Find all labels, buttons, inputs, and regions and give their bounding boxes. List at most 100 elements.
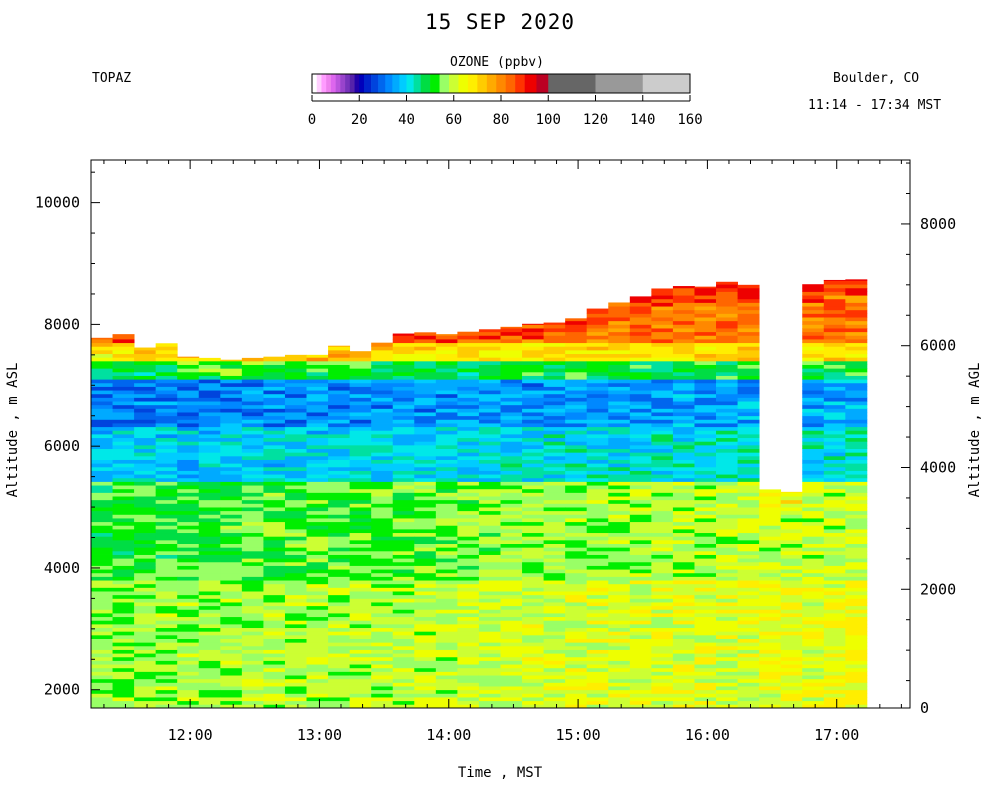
ozone-cell (91, 656, 113, 661)
ozone-cell (716, 609, 738, 614)
ozone-cell (457, 671, 480, 676)
ozone-cell (328, 521, 351, 526)
ozone-cell (414, 408, 437, 413)
ozone-cell (198, 412, 221, 417)
ozone-cell (737, 499, 760, 504)
ozone-cell (500, 616, 523, 621)
ozone-cell (328, 572, 351, 577)
ozone-cell (349, 397, 372, 402)
ozone-cell (306, 678, 329, 683)
ozone-cell (177, 678, 200, 683)
ozone-cell (220, 496, 243, 501)
ozone-cell (586, 474, 609, 479)
ozone-cell (780, 587, 803, 592)
ozone-cell (241, 528, 264, 534)
ozone-cell (694, 364, 717, 369)
ozone-cell (500, 401, 523, 406)
ozone-cell (522, 558, 545, 563)
ozone-cell (845, 525, 868, 530)
colorbar-tick-label: 80 (493, 112, 510, 128)
ozone-cell (306, 415, 329, 420)
ozone-cell (478, 364, 501, 369)
ozone-cell (112, 423, 135, 428)
ozone-cell (608, 317, 631, 322)
ozone-cell (220, 623, 243, 629)
ozone-cell (823, 653, 846, 658)
ozone-cell (500, 550, 523, 555)
ozone-cell (112, 660, 135, 665)
ozone-cell (263, 492, 286, 497)
ozone-cell (112, 357, 135, 362)
ozone-cell (435, 620, 458, 625)
ozone-cell (651, 430, 674, 435)
ozone-cell (565, 613, 588, 618)
ozone-cell (134, 638, 157, 643)
ozone-cell (392, 415, 415, 420)
colorbar-swatch (371, 74, 379, 93)
ozone-cell (543, 638, 566, 643)
ozone-cell (802, 510, 825, 515)
ozone-cell (284, 580, 307, 585)
ozone-cell (629, 634, 652, 639)
ozone-cell (371, 521, 394, 526)
ozone-cell (586, 437, 609, 442)
ozone-cell (91, 521, 113, 526)
ozone-cell (629, 386, 652, 391)
chart-title: 15 SEP 2020 (424, 10, 576, 34)
ozone-cell (543, 507, 566, 512)
ozone-cell (802, 481, 825, 486)
ozone-cell (241, 634, 264, 639)
ozone-cell (328, 689, 351, 694)
ozone-cell (392, 686, 415, 691)
ozone-cell (845, 499, 868, 504)
ozone-cell (134, 645, 157, 650)
ozone-cell (392, 642, 415, 647)
ozone-cell (198, 408, 221, 413)
ozone-cell (457, 397, 480, 402)
ozone-cell (134, 360, 157, 365)
ozone-cell (586, 518, 609, 523)
ozone-cell (177, 613, 200, 618)
ozone-cell (392, 441, 415, 446)
ozone-cell (241, 441, 264, 446)
ozone-cell (651, 528, 674, 534)
ozone-cell (91, 580, 113, 585)
ozone-cell (629, 602, 652, 607)
ozone-cell (716, 346, 738, 351)
ozone-cell (500, 368, 523, 373)
ozone-cell (263, 598, 286, 603)
ozone-cell (349, 499, 372, 504)
ozone-cell (371, 470, 394, 475)
ozone-cell (565, 419, 588, 424)
ozone-cell (371, 645, 394, 650)
ozone-cell (177, 444, 200, 450)
ozone-cell (241, 569, 264, 574)
ozone-cell (737, 627, 760, 632)
ozone-cell (220, 634, 243, 639)
ozone-cell (672, 693, 695, 698)
ozone-cell (220, 368, 243, 373)
ozone-cell (306, 561, 329, 566)
ozone-cell (306, 514, 329, 519)
ozone-cell (392, 459, 415, 464)
ozone-cell (802, 569, 825, 574)
ozone-cell (651, 649, 674, 654)
ozone-cell (134, 598, 157, 603)
ozone-cell (565, 368, 588, 373)
ozone-cell (629, 408, 652, 413)
ozone-cell (134, 426, 157, 431)
ozone-cell (694, 653, 717, 658)
ozone-cell (478, 580, 501, 585)
ozone-cell (672, 342, 695, 347)
ozone-cell (845, 313, 868, 318)
ozone-cell (586, 349, 609, 355)
ozone-cell (737, 295, 760, 300)
ozone-cell (155, 686, 178, 691)
ozone-cell (349, 521, 372, 526)
ozone-cell (716, 313, 738, 318)
colorbar-tick-label: 120 (583, 112, 608, 128)
ozone-cell (629, 459, 652, 464)
ozone-cell (328, 360, 351, 365)
ozone-cell (457, 437, 480, 442)
ozone-cell (694, 536, 717, 541)
